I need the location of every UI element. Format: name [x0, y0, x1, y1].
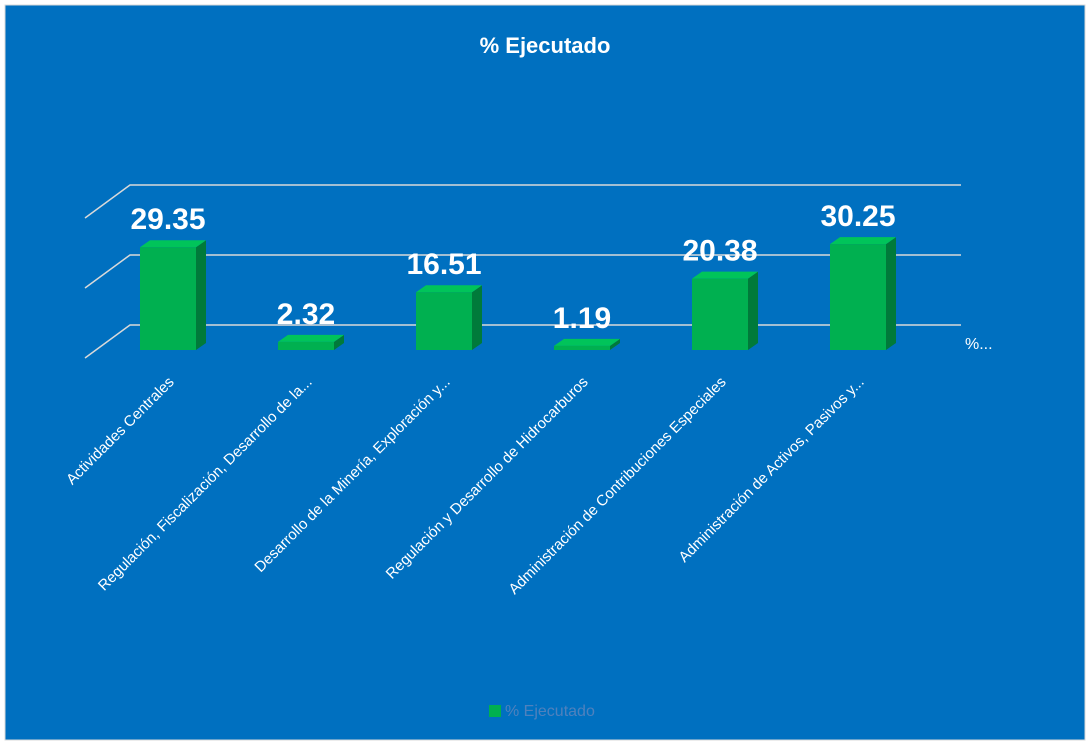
data-label: 29.35 — [130, 203, 205, 236]
chart-background — [4, 4, 1086, 741]
bar-side — [196, 240, 206, 350]
bar-top — [692, 271, 758, 279]
bar-top — [140, 240, 206, 248]
bar-side — [472, 285, 482, 350]
bar-top — [278, 334, 344, 342]
bar-side — [748, 271, 758, 350]
bar — [554, 345, 610, 350]
grid-line — [84, 324, 961, 359]
chart-title: % Ejecutado — [480, 33, 611, 58]
bar-top — [830, 237, 896, 245]
bar — [278, 341, 334, 350]
bar — [692, 278, 748, 350]
data-label: 2.32 — [277, 298, 335, 331]
data-label: 1.19 — [553, 302, 611, 335]
grid-line — [84, 254, 961, 289]
data-label: 20.38 — [682, 235, 757, 268]
grid-line — [84, 184, 961, 219]
bar-side — [334, 334, 344, 350]
bar-side — [886, 237, 896, 350]
depth-axis-label: %... — [965, 336, 993, 353]
legend-swatch — [489, 705, 501, 717]
bar-top — [554, 338, 620, 346]
legend-label: % Ejecutado — [505, 703, 595, 720]
bar — [416, 292, 472, 350]
data-label: 30.25 — [820, 200, 895, 233]
bar — [140, 247, 196, 350]
bar-side — [610, 338, 620, 350]
data-label: 16.51 — [406, 248, 481, 281]
bar — [830, 244, 886, 350]
bar-top — [416, 285, 482, 293]
